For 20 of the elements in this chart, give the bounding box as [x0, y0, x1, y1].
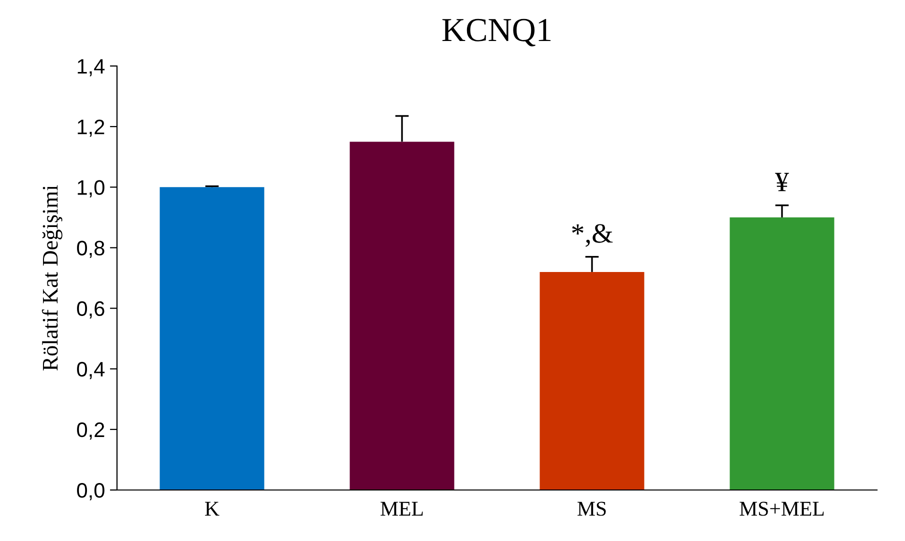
y-tick-label: 1,4 — [78, 59, 105, 76]
y-tick-label: 0,4 — [77, 362, 105, 380]
x-tick-label: MEL — [380, 502, 423, 516]
chart-title: KCNQ1 — [442, 18, 551, 46]
bar — [350, 142, 454, 490]
y-tick-label: 0,0 — [77, 483, 104, 500]
bar — [730, 217, 834, 490]
bar — [540, 272, 644, 490]
annotation: ¥ — [775, 172, 789, 192]
x-tick-label: MS — [578, 502, 606, 516]
y-tick-label: 0,8 — [77, 240, 104, 258]
bar — [160, 187, 264, 490]
y-tick-label: 1,0 — [78, 180, 104, 198]
x-tick-label: K — [205, 502, 220, 516]
y-tick-label: 1,2 — [78, 120, 104, 137]
y-tick-label: 0,6 — [77, 301, 104, 318]
annotation: *,& — [572, 224, 613, 247]
x-tick-label: MS+MEL — [740, 502, 824, 516]
y-axis-title: Rölatif Kat Değişimi — [42, 185, 62, 371]
y-tick-label: 0,2 — [77, 422, 104, 440]
